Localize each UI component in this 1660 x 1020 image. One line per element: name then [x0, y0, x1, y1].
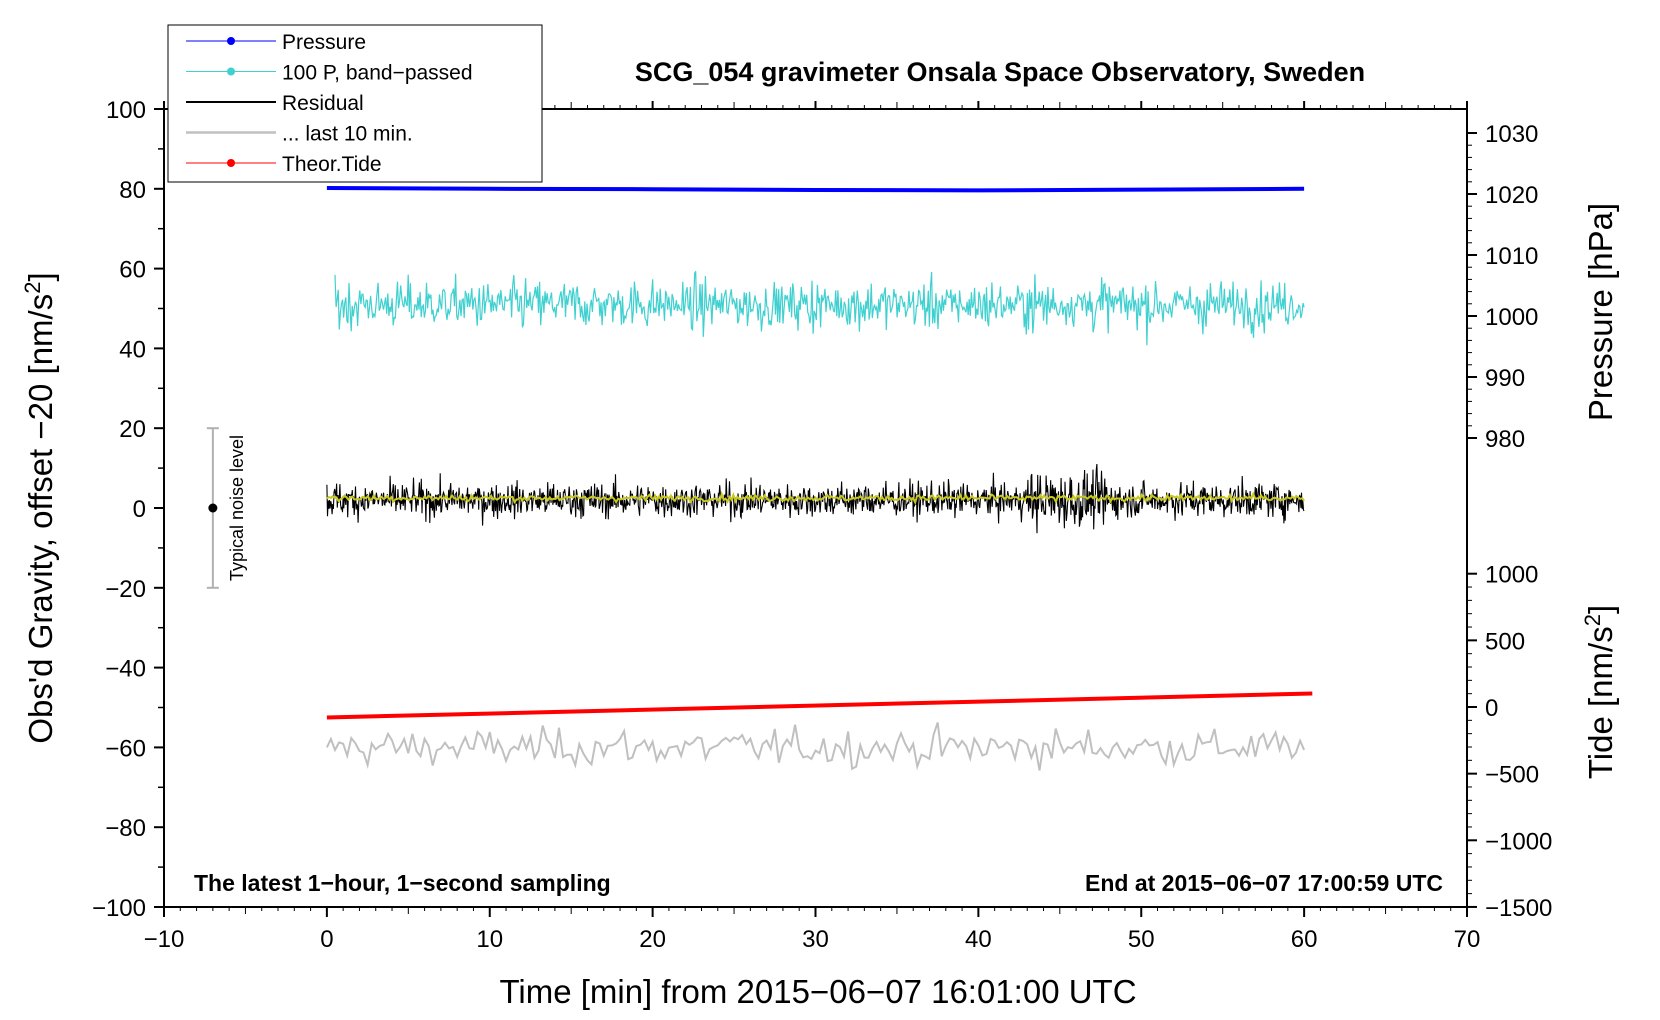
- noise-bar-label: Typical noise level: [227, 435, 247, 581]
- series-pressure: [326, 186, 1305, 193]
- x-tick-label: 0: [320, 926, 333, 953]
- tide-tick-label: 1000: [1485, 562, 1538, 589]
- y-tick-label: 40: [119, 336, 146, 363]
- tide-axis-label-main: Tide [nm/s: [1582, 626, 1619, 779]
- pressure-axis-label: Pressure [hPa]: [1582, 203, 1619, 421]
- tide-tick-label: −500: [1485, 762, 1539, 789]
- x-tick-label: 60: [1291, 926, 1318, 953]
- y-axis-label: Obs'd Gravity, offset −20 [nm/s2]: [20, 272, 60, 743]
- legend-box: [167, 24, 543, 183]
- y-tick-label: −100: [92, 895, 146, 922]
- y-tick-label: −60: [105, 735, 146, 762]
- x-tick-label: 70: [1454, 926, 1481, 953]
- x-tick-label: −10: [144, 926, 185, 953]
- legend-swatch-dot: [227, 67, 235, 76]
- x-tick-label: 20: [639, 926, 666, 953]
- series-residual: [326, 463, 1305, 534]
- pressure-tick-label: 1020: [1485, 182, 1538, 209]
- tide-tick-label: 0: [1485, 695, 1498, 722]
- pressure-tick-label: 1010: [1485, 243, 1538, 270]
- pressure-tick-label: 980: [1485, 426, 1525, 453]
- annotation-left: The latest 1−hour, 1−second sampling: [194, 870, 611, 896]
- y-tick-label: 20: [119, 416, 146, 443]
- y-tick-label: 100: [106, 97, 146, 124]
- legend-label: Residual: [282, 92, 364, 115]
- y-axis-label-end: ]: [22, 272, 59, 281]
- tide-axis-label-end: ]: [1582, 605, 1619, 614]
- legend-label: Theor.Tide: [282, 153, 382, 176]
- legend-swatch-dot: [227, 37, 235, 45]
- series-layer: [325, 186, 1313, 771]
- y-tick-label: 0: [133, 496, 146, 523]
- x-axis-label: Time [min] from 2015−06−07 16:01:00 UTC: [499, 973, 1136, 1010]
- tide-axis-label: Tide [nm/s2]: [1580, 605, 1620, 779]
- series-last-10-min: [325, 722, 1306, 771]
- tide-tick-label: −1500: [1485, 895, 1552, 922]
- y-tick-label: 80: [119, 177, 146, 204]
- y-tick-label: −80: [105, 815, 146, 842]
- series-smoothed-residual: [326, 490, 1305, 506]
- y-axis-label-main: Obs'd Gravity, offset −20 [nm/s: [22, 294, 59, 744]
- noise-bar: Typical noise level: [206, 427, 247, 589]
- noise-bar-dot: [208, 503, 218, 513]
- legend-label: ... last 10 min.: [282, 123, 413, 146]
- x-tick-label: 10: [476, 926, 503, 953]
- chart-title: SCG_054 gravimeter Onsala Space Observat…: [635, 57, 1365, 87]
- series-theor-tide: [326, 691, 1313, 720]
- legend-swatch-dot: [227, 159, 235, 167]
- legend: Pressure 100 P, band−passed Residual ... la…: [167, 24, 543, 183]
- legend-label: 100 P, band−passed: [282, 62, 473, 85]
- pressure-tick-label: 1000: [1485, 304, 1538, 331]
- legend-label: Pressure: [282, 31, 366, 54]
- series-band-passed-pressure: [334, 271, 1305, 346]
- pressure-tick-label: 990: [1485, 365, 1525, 392]
- tick-layer: −10 0 10 20 30 40 50 60 70−100−80−60−40−20020406…: [92, 97, 1552, 953]
- tide-axis-label-sup: 2: [1580, 614, 1605, 626]
- y-tick-label: −40: [105, 656, 146, 683]
- annotation-right: End at 2015−06−07 17:00:59 UTC: [1085, 870, 1443, 896]
- x-tick-label: 30: [802, 926, 829, 953]
- y-tick-label: −20: [105, 576, 146, 603]
- tide-tick-label: 500: [1485, 628, 1525, 655]
- tide-tick-label: −1000: [1485, 828, 1552, 855]
- y-tick-label: 60: [119, 257, 146, 284]
- pressure-tick-label: 1030: [1485, 121, 1538, 148]
- y-axis-label-sup: 2: [20, 282, 45, 294]
- x-tick-label: 50: [1128, 926, 1155, 953]
- x-tick-label: 40: [965, 926, 992, 953]
